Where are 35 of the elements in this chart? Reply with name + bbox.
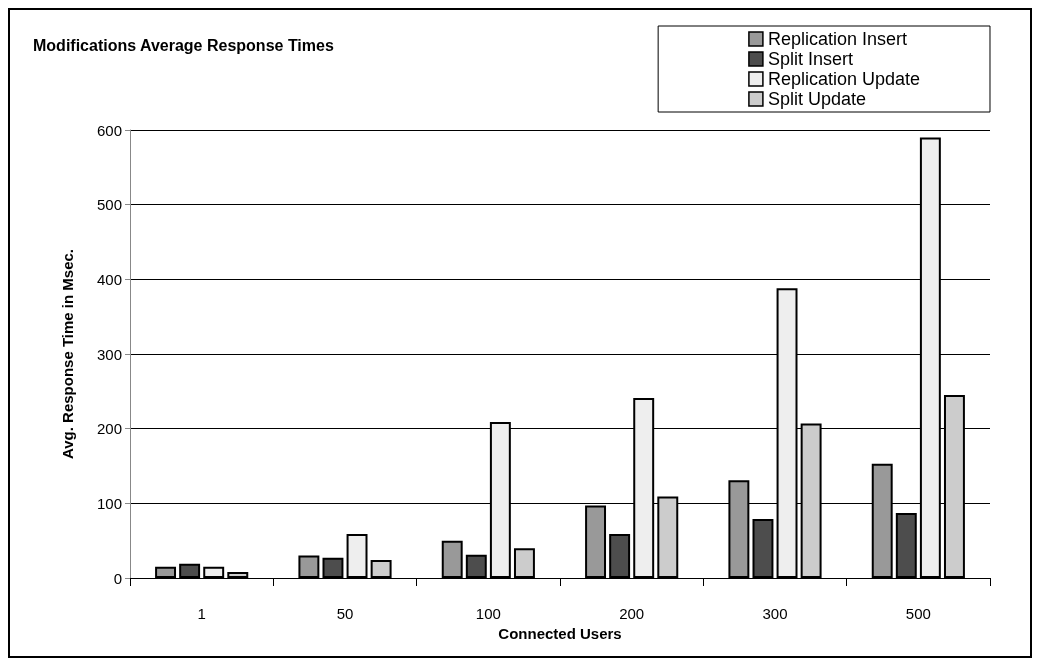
bar [227, 572, 249, 578]
bar [752, 519, 774, 578]
bar [895, 513, 917, 578]
y-tick-label: 0 [113, 569, 122, 587]
legend-label: Split Insert [767, 49, 853, 69]
y-tick-label: 200 [96, 420, 122, 438]
legend-label: Replication Update [767, 69, 921, 89]
y-axis-title: Avg. Response Time in Msec. [59, 248, 76, 460]
y-tick-label: 300 [96, 345, 122, 363]
bar [609, 533, 631, 578]
bar [155, 566, 177, 578]
x-axis-title: Connected Users [498, 624, 622, 642]
x-tick-label: 500 [905, 605, 931, 622]
y-tick-label: 100 [96, 494, 122, 512]
bar [346, 533, 368, 578]
bar [585, 505, 607, 578]
y-tick-label: 500 [96, 196, 122, 214]
bar [370, 560, 392, 578]
legend-label: Replication Insert [767, 29, 907, 49]
bar [203, 566, 225, 578]
x-tick-label: 100 [475, 605, 501, 622]
x-tick-label: 50 [336, 605, 354, 622]
y-tick-label: 400 [96, 270, 122, 288]
bar [298, 555, 320, 578]
y-tick-label: 600 [96, 121, 122, 139]
bar [179, 563, 201, 578]
chart-title: Modifications Average Response Times [33, 36, 334, 54]
x-tick-label: 200 [619, 605, 645, 622]
bar [465, 554, 487, 578]
bar [322, 557, 344, 578]
bar [441, 540, 463, 578]
bar [513, 548, 535, 578]
x-tick-label: 300 [762, 605, 788, 622]
legend-label: Split Update [767, 89, 866, 109]
x-tick-label: 1 [197, 605, 206, 622]
